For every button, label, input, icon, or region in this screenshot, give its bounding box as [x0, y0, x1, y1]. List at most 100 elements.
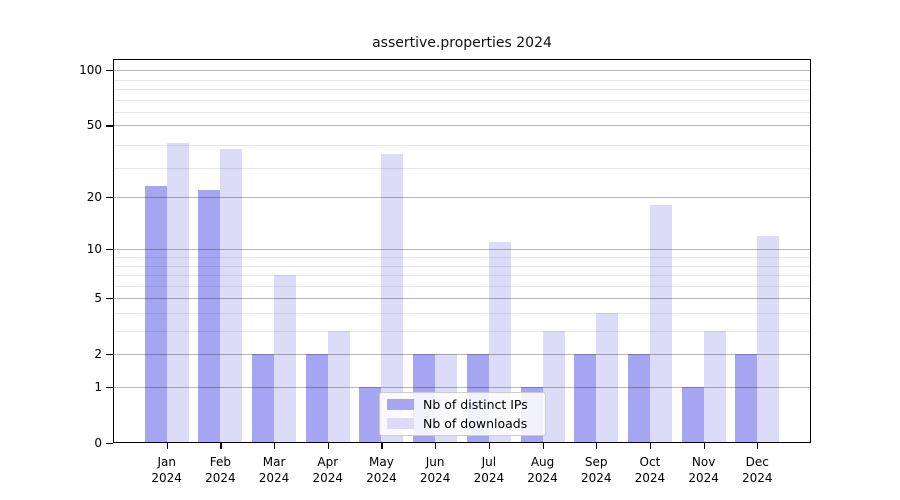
gridline-major-10: [113, 249, 811, 251]
xtick-label-mar: Mar 2024: [239, 454, 309, 486]
xtick-mark-oct: [649, 443, 652, 449]
ytick-label-5: 5: [94, 291, 102, 306]
bar-downloads-feb: [220, 149, 243, 443]
xtick-year-jul: 2024: [473, 471, 505, 485]
xtick-year-oct: 2024: [634, 471, 666, 485]
xtick-label-jun: Jun 2024: [400, 454, 470, 486]
gridline-minor-3: [113, 331, 811, 332]
plot-border: [113, 59, 811, 443]
xtick-year-jun: 2024: [419, 471, 451, 485]
xtick-year-nov: 2024: [688, 471, 719, 485]
bar-ips-may: [359, 387, 382, 443]
bar-downloads-apr: [327, 331, 350, 443]
gridline-major-20: [113, 197, 811, 199]
legend: Nb of distinct IPs Nb of downloads: [379, 392, 546, 436]
ytick-label-2: 2: [94, 347, 102, 362]
ytick-mark-20: [106, 197, 113, 199]
xtick-mark-nov: [703, 443, 705, 449]
bar-ips-oct: [627, 354, 650, 443]
xtick-label-dec: Dec 2024: [722, 454, 792, 486]
bar-ips-jan: [144, 186, 167, 443]
gridline-minor-69: [113, 99, 811, 101]
bar-ips-apr: [305, 354, 328, 443]
gridline-minor-4: [113, 312, 811, 314]
legend-label-downloads: Nb of downloads: [423, 416, 528, 431]
chart-title: assertive.properties 2024: [372, 35, 552, 51]
xtick-year-aug: 2024: [527, 471, 558, 485]
xtick-label-jul: Jul 2024: [454, 454, 524, 486]
xtick-mark-apr: [327, 443, 329, 449]
xtick-mark-may: [381, 443, 383, 449]
xtick-label-sep: Sep 2024: [561, 454, 631, 486]
bar-ips-nov: [681, 387, 704, 443]
xtick-label-aug: Aug 2024: [508, 454, 578, 486]
ytick-mark-50: [106, 125, 113, 127]
gridline-minor-8: [113, 265, 811, 267]
xtick-mark-jun: [435, 443, 437, 449]
xtick-label-may: May 2024: [346, 454, 416, 486]
ytick-label-1: 1: [94, 380, 102, 394]
legend-swatch-downloads: [387, 418, 414, 429]
xtick-mark-jan: [166, 443, 168, 449]
ytick-label-100: 100: [79, 63, 102, 78]
xtick-label-jan: Jan 2024: [132, 454, 202, 486]
ytick-label-10: 10: [86, 242, 102, 257]
ytick-mark-5: [106, 298, 113, 300]
legend-swatch-distinct-ips: [387, 399, 414, 410]
xtick-year-jan: 2024: [151, 471, 182, 485]
xtick-year-may: 2024: [366, 471, 397, 485]
xtick-year-dec: 2024: [742, 471, 773, 485]
xtick-mark-sep: [596, 443, 598, 449]
bar-downloads-aug: [542, 331, 565, 443]
xtick-label-apr: Apr 2024: [293, 454, 363, 486]
ytick-label-20: 20: [86, 190, 102, 205]
gridline-minor-79: [113, 89, 811, 90]
gridline-minor-29: [113, 168, 811, 170]
bar-ips-sep: [574, 354, 597, 443]
xtick-year-feb: 2024: [205, 471, 236, 485]
gridline-major-100: [113, 70, 811, 72]
legend-item-downloads: Nb of downloads: [387, 416, 538, 431]
xtick-year-apr: 2024: [312, 471, 344, 485]
xtick-mark-dec: [757, 443, 759, 449]
ytick-mark-10: [106, 249, 113, 251]
xtick-year-mar: 2024: [258, 471, 290, 485]
ytick-mark-0: [106, 443, 113, 445]
gridline-major-2: [113, 354, 811, 356]
bar-downloads-mar: [274, 275, 297, 443]
bar-downloads-dec: [757, 235, 780, 443]
gridline-minor-59: [113, 112, 811, 114]
gridline-minor-7: [113, 275, 811, 277]
ytick-label-0: 0: [94, 436, 102, 450]
bar-ips-feb: [198, 189, 221, 443]
bar-downloads-nov: [703, 331, 726, 443]
gridline-major-50: [113, 125, 811, 127]
bar-downloads-jan: [166, 143, 189, 443]
bar-ips-mar: [252, 354, 275, 443]
ytick-mark-2: [106, 354, 113, 356]
ytick-mark-1: [106, 387, 113, 389]
ytick-label-50: 50: [86, 118, 102, 133]
gridline-minor-6: [113, 285, 811, 287]
xtick-mark-aug: [542, 443, 544, 449]
gridline-minor-39: [113, 145, 811, 146]
xtick-mark-jul: [488, 443, 491, 449]
bar-downloads-may: [381, 153, 404, 443]
xtick-year-sep: 2024: [580, 471, 612, 485]
xtick-label-nov: Nov 2024: [669, 454, 739, 486]
bar-downloads-sep: [596, 312, 619, 443]
xtick-label-oct: Oct 2024: [615, 454, 685, 486]
bar-ips-dec: [735, 354, 758, 443]
bar-downloads-oct: [649, 205, 672, 443]
xtick-label-feb: Feb 2024: [185, 454, 255, 486]
gridline-minor-9: [113, 256, 811, 258]
gridline-major-5: [113, 298, 811, 300]
ytick-mark-100: [106, 70, 113, 72]
gridline-minor-89: [113, 79, 811, 81]
xtick-mark-feb: [220, 443, 222, 449]
xtick-mark-mar: [274, 443, 276, 449]
legend-item-distinct-ips: Nb of distinct IPs: [387, 397, 538, 412]
gridline-major-1: [113, 387, 811, 388]
legend-label-distinct-ips: Nb of distinct IPs: [423, 397, 528, 412]
